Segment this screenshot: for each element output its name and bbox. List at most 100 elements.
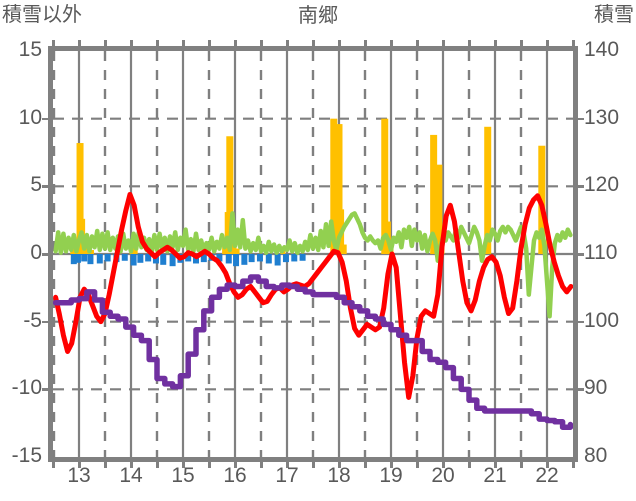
tick-x-top — [286, 40, 289, 47]
tick-x-top — [494, 40, 497, 47]
bar-blue — [70, 254, 77, 265]
bar-blue — [291, 254, 298, 262]
tick-x-top — [182, 40, 185, 47]
tick-x-top — [338, 40, 341, 47]
bar-blue — [96, 254, 103, 264]
bar-blue — [87, 254, 94, 265]
tick-y-left — [42, 253, 49, 256]
tick-x-bottom — [442, 461, 445, 468]
tick-x-bottom — [364, 461, 367, 468]
tick-x-top — [364, 40, 367, 47]
tick-x-bottom — [546, 461, 549, 468]
tick-x-bottom — [572, 461, 575, 468]
tick-x-top — [208, 40, 211, 47]
x-axis-tick: 22 — [535, 464, 559, 487]
tick-x-bottom — [104, 461, 107, 468]
tick-x-bottom — [468, 461, 471, 468]
bar-precipitation — [435, 164, 443, 254]
tick-x-top — [234, 40, 237, 47]
bar-precipitation — [226, 136, 234, 254]
bar-precipitation — [341, 244, 347, 254]
y-axis-left-tick: 15 — [18, 38, 42, 61]
line-purple — [53, 274, 573, 430]
tick-y-right — [577, 320, 584, 324]
bar-blue — [130, 254, 137, 266]
bar-blue — [256, 254, 263, 262]
y-axis-right-tick: 140 — [584, 38, 620, 61]
bar-blue — [274, 254, 281, 266]
bar-blue — [185, 254, 192, 262]
tick-x-top — [78, 40, 81, 47]
tick-y-right — [577, 253, 584, 256]
tick-y-left — [42, 320, 49, 324]
bar-blue — [169, 254, 176, 267]
y-axis-right-tick: 90 — [584, 376, 608, 400]
x-axis-tick: 21 — [483, 464, 507, 487]
bar-blue — [216, 254, 223, 262]
tick-x-bottom — [156, 461, 159, 468]
x-axis-tick: 16 — [223, 464, 247, 487]
tick-y-right — [577, 185, 584, 188]
tick-x-bottom — [494, 461, 497, 468]
bar-precipitation — [231, 241, 237, 254]
bar-precipitation — [335, 124, 343, 254]
bar-blue — [282, 254, 289, 263]
tick-x-bottom — [520, 461, 523, 468]
tick-x-top — [52, 40, 55, 47]
tick-x-top — [104, 40, 107, 47]
bar-precipitation — [430, 134, 438, 254]
tick-x-top — [468, 40, 471, 47]
tick-x-bottom — [338, 461, 341, 468]
tick-x-top — [442, 40, 445, 47]
x-axis-tick: 17 — [275, 464, 299, 487]
y-axis-right-tick: 110 — [584, 241, 618, 264]
y-axis-right-tick: 120 — [584, 173, 620, 197]
bar-precipitation — [76, 143, 84, 254]
bar-blue — [145, 254, 152, 262]
y-axis-left-tick: -5 — [23, 308, 42, 332]
bar-blue — [104, 254, 111, 262]
tick-x-top — [572, 40, 575, 47]
tick-y-left — [42, 185, 49, 188]
tick-y-right — [577, 388, 584, 391]
tick-x-bottom — [260, 461, 263, 468]
bar-blue — [137, 254, 144, 263]
y-axis-right-tick: 80 — [584, 444, 608, 467]
bar-blue — [241, 254, 248, 265]
x-axis-tick: 15 — [171, 464, 195, 487]
bar-blue — [160, 254, 167, 265]
bar-precipitation — [132, 249, 138, 254]
x-axis-tick: 18 — [327, 464, 351, 487]
bar-precipitation — [381, 118, 389, 255]
bar-blue — [233, 254, 240, 267]
bar-blue — [81, 254, 88, 262]
bar-blue — [74, 254, 81, 263]
tick-x-bottom — [234, 461, 237, 468]
tick-x-top — [130, 40, 133, 47]
chart-title: 南郷 — [298, 3, 338, 27]
y-axis-left-tick: 0 — [30, 241, 42, 264]
y-axis-right-tick: 100 — [584, 308, 620, 332]
tick-x-bottom — [208, 461, 211, 468]
x-axis-tick: 14 — [119, 464, 143, 487]
bar-blue — [225, 254, 232, 264]
right-axis-title: 積雪 — [594, 2, 634, 26]
bar-blue — [121, 254, 128, 261]
tick-x-top — [312, 40, 315, 47]
bar-blue — [265, 254, 272, 264]
tick-x-top — [416, 40, 419, 47]
tick-x-top — [390, 40, 393, 47]
y-axis-left-tick: 10 — [18, 105, 42, 129]
tick-x-bottom — [52, 461, 55, 468]
y-axis-left-tick: -10 — [11, 376, 42, 400]
tick-x-top — [260, 40, 263, 47]
bar-blue — [299, 254, 306, 261]
bar-precipitation — [330, 118, 338, 255]
line-green — [53, 211, 573, 319]
tick-y-left — [42, 117, 49, 121]
plot-inner — [53, 51, 573, 457]
left-axis-title: 積雪以外 — [2, 2, 82, 26]
y-axis-left-tick: -15 — [11, 444, 42, 467]
tick-x-bottom — [286, 461, 289, 468]
